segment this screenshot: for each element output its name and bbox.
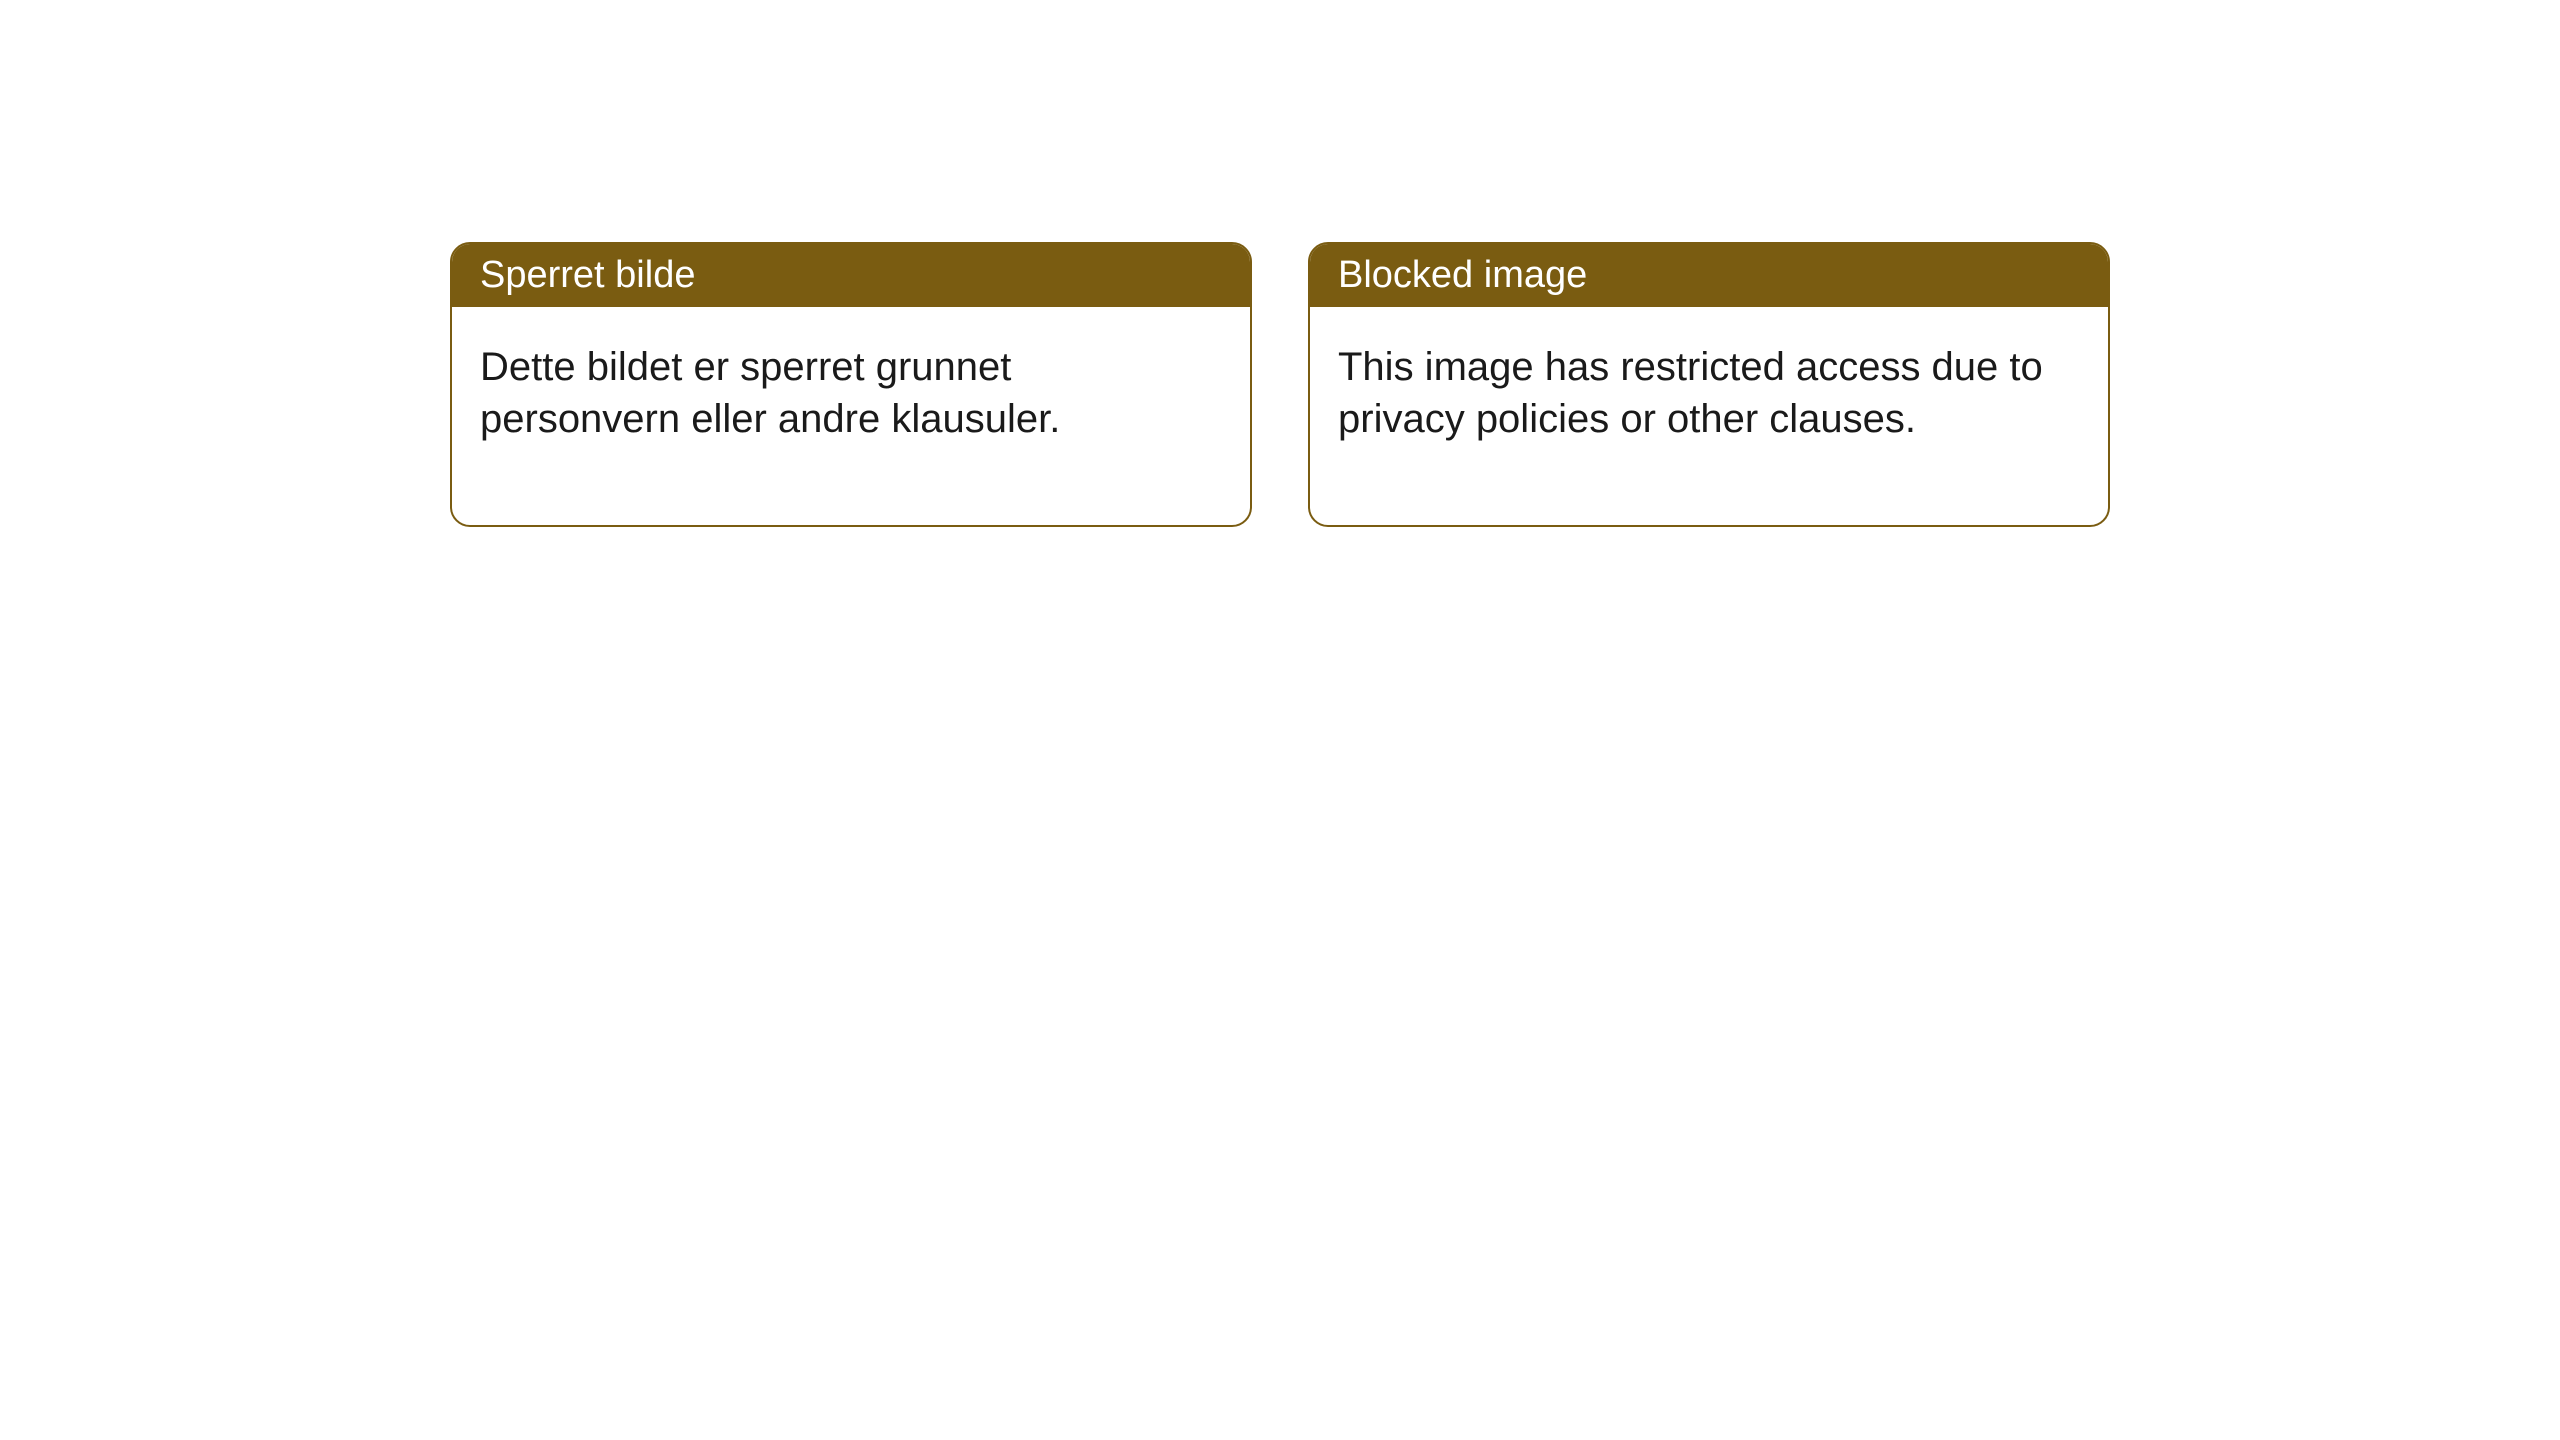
card-title: Sperret bilde <box>480 254 695 296</box>
blocked-image-card-en: Blocked image This image has restricted … <box>1308 242 2110 527</box>
card-title: Blocked image <box>1338 254 1587 296</box>
card-header: Blocked image <box>1310 244 2108 307</box>
card-body: Dette bildet er sperret grunnet personve… <box>452 307 1250 525</box>
blocked-image-card-no: Sperret bilde Dette bildet er sperret gr… <box>450 242 1252 527</box>
cards-container: Sperret bilde Dette bildet er sperret gr… <box>450 242 2560 527</box>
card-body-text: This image has restricted access due to … <box>1338 345 2043 441</box>
card-body-text: Dette bildet er sperret grunnet personve… <box>480 345 1060 441</box>
card-body: This image has restricted access due to … <box>1310 307 2108 525</box>
card-header: Sperret bilde <box>452 244 1250 307</box>
